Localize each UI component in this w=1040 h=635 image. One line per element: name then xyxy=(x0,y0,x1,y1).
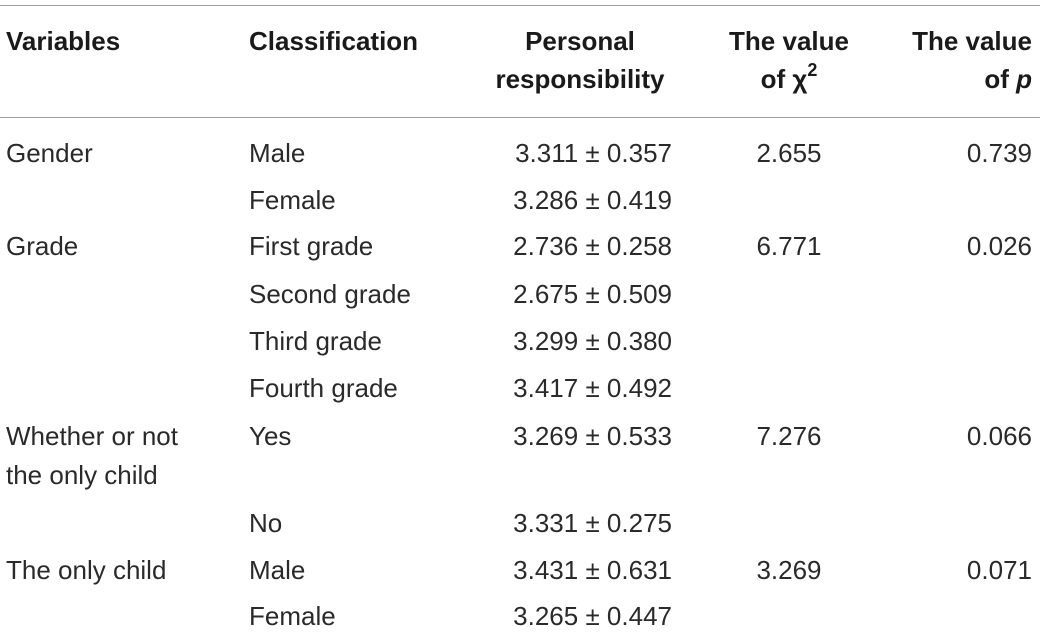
cell-personal: 3.331 ± 0.275 xyxy=(513,508,672,538)
cell-variable: Grade xyxy=(6,231,79,261)
header-chi-sup: 2 xyxy=(807,60,818,80)
cell-personal: 3.286 ± 0.419 xyxy=(513,185,672,215)
header-chi-line1: The value xyxy=(729,26,849,56)
header-rule xyxy=(0,117,1040,118)
cell-variable-line2: the only child xyxy=(6,460,158,490)
cell-variable: Whether or not xyxy=(6,421,178,451)
cell-classification: Fourth grade xyxy=(249,373,398,403)
header-p-prefix: of xyxy=(984,64,1017,94)
cell-personal: 3.269 ± 0.533 xyxy=(513,421,672,451)
cell-personal: 2.736 ± 0.258 xyxy=(513,231,672,261)
cell-chi: 2.655 xyxy=(756,138,822,168)
cell-classification: Yes xyxy=(249,421,292,451)
cell-classification: Male xyxy=(249,138,306,168)
cell-personal: 3.299 ± 0.380 xyxy=(513,326,672,356)
top-rule xyxy=(0,5,1040,6)
cell-classification: First grade xyxy=(249,231,374,261)
cell-variable: The only child xyxy=(6,555,167,585)
header-p-line1: The value xyxy=(912,26,1032,56)
cell-p: 0.066 xyxy=(966,421,1032,451)
cell-personal: 3.311 ± 0.357 xyxy=(515,138,672,168)
cell-classification: Third grade xyxy=(249,326,382,356)
cell-classification: Female xyxy=(249,601,336,631)
cell-chi: 6.771 xyxy=(756,231,822,261)
header-chi-prefix: of χ xyxy=(760,64,808,94)
cell-classification: Second grade xyxy=(249,279,411,309)
header-personal-line2: responsibility xyxy=(495,64,665,94)
cell-personal: 3.417 ± 0.492 xyxy=(513,373,672,403)
cell-p: 0.026 xyxy=(966,231,1032,261)
cell-classification: Female xyxy=(249,185,336,215)
cell-variable: Gender xyxy=(6,138,93,168)
header-classification: Classification xyxy=(249,26,419,56)
cell-chi: 7.276 xyxy=(756,421,822,451)
header-p-line2: of p xyxy=(880,60,1032,98)
cell-personal: 3.265 ± 0.447 xyxy=(513,601,672,631)
cell-p: 0.071 xyxy=(966,555,1032,585)
cell-personal: 2.675 ± 0.509 xyxy=(513,279,672,309)
cell-p: 0.739 xyxy=(966,138,1032,168)
header-personal-line1: Personal xyxy=(525,26,635,56)
header-p-symbol: p xyxy=(1016,64,1032,94)
cell-personal: 3.431 ± 0.631 xyxy=(513,555,672,585)
header-variables: Variables xyxy=(6,26,121,56)
cell-classification: Male xyxy=(249,555,306,585)
header-chi-line2: of χ2 xyxy=(700,60,878,98)
cell-classification: No xyxy=(249,508,283,538)
cell-chi: 3.269 xyxy=(756,555,822,585)
